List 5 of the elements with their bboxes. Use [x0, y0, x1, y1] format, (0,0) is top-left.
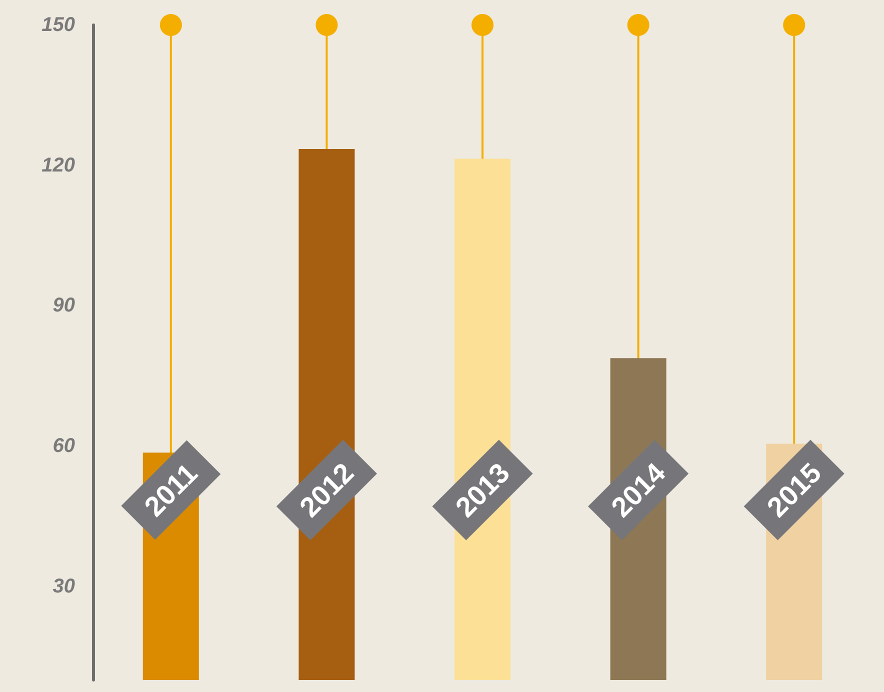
y-tick-label: 60 [52, 435, 75, 458]
y-tick-label: 90 [52, 294, 75, 317]
y-tick-label: 30 [52, 575, 75, 598]
y-tick-label: 150 [42, 14, 75, 36]
y-tick-label: 120 [42, 154, 75, 176]
